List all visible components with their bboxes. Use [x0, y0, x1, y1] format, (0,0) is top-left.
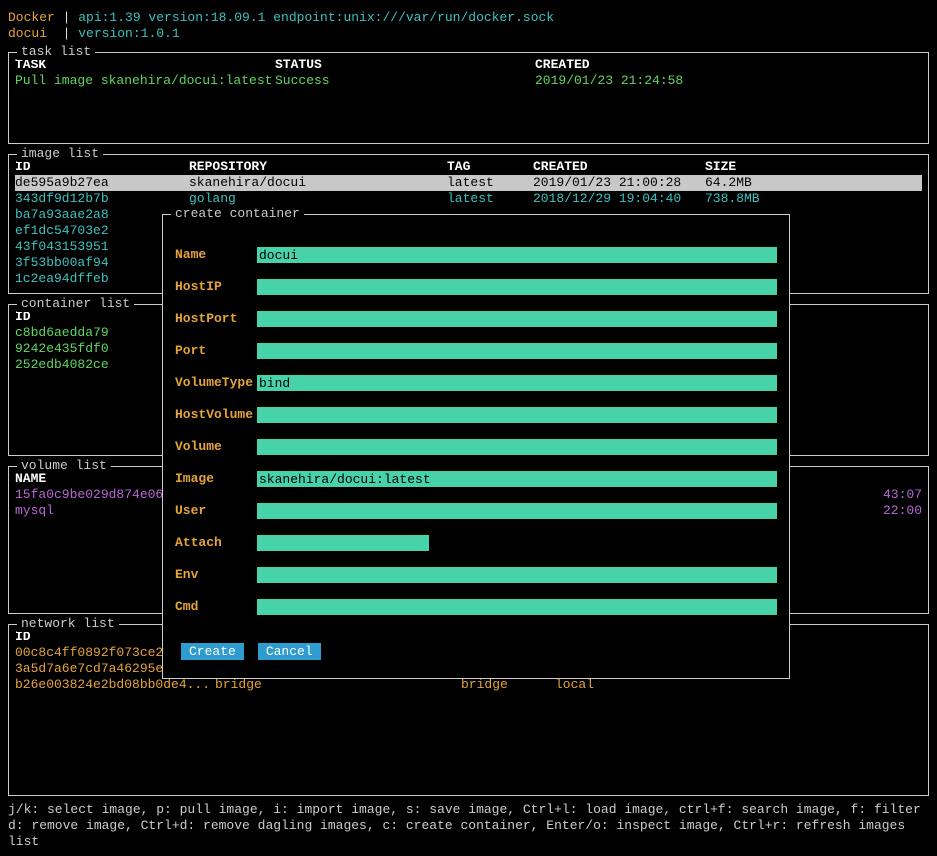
create-button[interactable]: Create	[181, 643, 244, 660]
task-row[interactable]: Pull image skanehira/docui:latest Succes…	[15, 73, 922, 89]
input-image[interactable]	[257, 471, 777, 487]
input-user[interactable]	[257, 503, 777, 519]
help-footer: j/k: select image, p: pull image, i: imp…	[8, 802, 929, 850]
task-list-title: task list	[17, 44, 95, 60]
input-name[interactable]	[257, 247, 777, 263]
task-list-panel: task list TASK STATUS CREATED Pull image…	[8, 52, 929, 144]
input-env[interactable]	[257, 567, 777, 583]
network-row[interactable]: b26e003824e2bd08bb0de4... bridge bridge …	[15, 677, 922, 693]
label-hostport: HostPort	[175, 311, 257, 327]
help-line-1: j/k: select image, p: pull image, i: imp…	[8, 802, 929, 818]
cancel-button[interactable]: Cancel	[258, 643, 321, 660]
network-list-title: network list	[17, 616, 119, 632]
label-hostip: HostIP	[175, 279, 257, 295]
image-list-title: image list	[17, 146, 103, 162]
input-cmd[interactable]	[257, 599, 777, 615]
task-list-header: TASK STATUS CREATED	[15, 57, 922, 73]
label-cmd: Cmd	[175, 599, 257, 615]
label-volume: Volume	[175, 439, 257, 455]
label-image: Image	[175, 471, 257, 487]
input-hostport[interactable]	[257, 311, 777, 327]
header-docui: docui | version:1.0.1	[8, 26, 929, 42]
label-attach: Attach	[175, 535, 257, 551]
input-hostip[interactable]	[257, 279, 777, 295]
input-hostvolume[interactable]	[257, 407, 777, 423]
label-name: Name	[175, 247, 257, 263]
label-hostvolume: HostVolume	[175, 407, 257, 423]
image-row[interactable]: 343df9d12b7b golang latest 2018/12/29 19…	[15, 191, 922, 207]
input-volume[interactable]	[257, 439, 777, 455]
help-line-2: d: remove image, Ctrl+d: remove dagling …	[8, 818, 929, 850]
label-volumetype: VolumeType	[175, 375, 257, 391]
image-list-header: ID REPOSITORY TAG CREATED SIZE	[15, 159, 922, 175]
input-port[interactable]	[257, 343, 777, 359]
container-list-title: container list	[17, 296, 134, 312]
image-row[interactable]: de595a9b27ea skanehira/docui latest 2019…	[15, 175, 922, 191]
dialog-title: create container	[171, 206, 304, 222]
input-volumetype[interactable]	[257, 375, 777, 391]
input-attach[interactable]	[257, 535, 429, 551]
label-user: User	[175, 503, 257, 519]
header-docker: Docker | api:1.39 version:18.09.1 endpoi…	[8, 10, 929, 26]
label-port: Port	[175, 343, 257, 359]
label-env: Env	[175, 567, 257, 583]
create-container-dialog: create container Name HostIP HostPort Po…	[162, 214, 790, 679]
